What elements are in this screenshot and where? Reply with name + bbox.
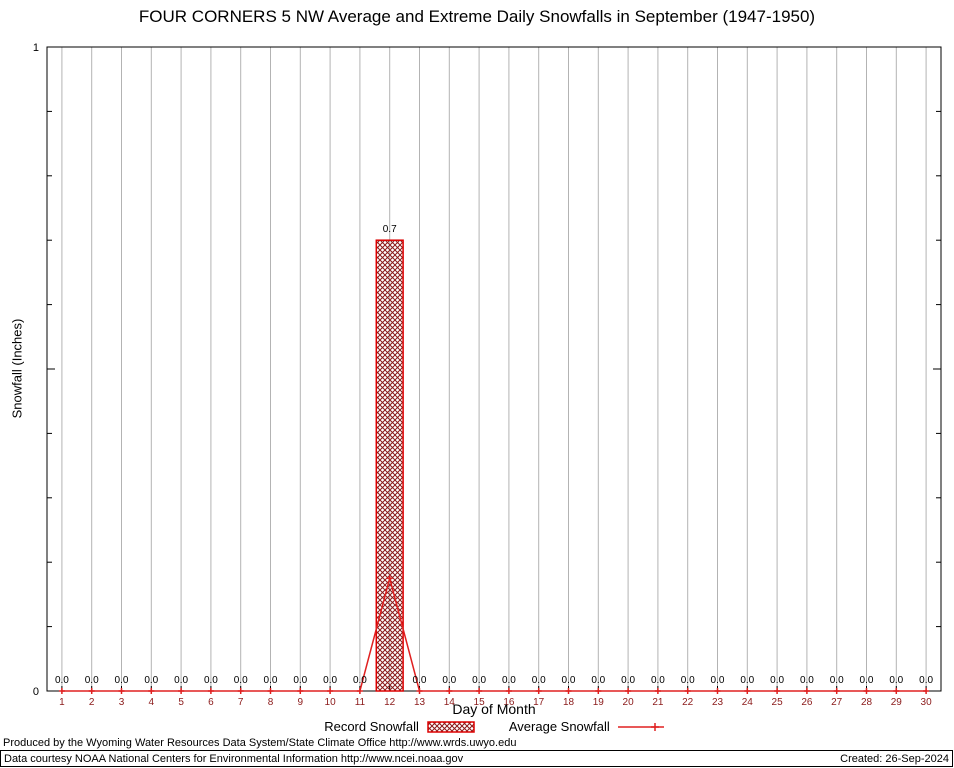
x-tick-label: 8 — [268, 697, 274, 708]
x-tick-label: 5 — [178, 697, 184, 708]
bar-value-label: 0.0 — [413, 675, 427, 686]
x-tick-label: 22 — [682, 697, 694, 708]
footer-created: Created: 26-Sep-2024 — [840, 752, 949, 765]
x-tick-label: 12 — [384, 697, 396, 708]
bar-value-label: 0.0 — [323, 675, 337, 686]
chart-title: FOUR CORNERS 5 NW Average and Extreme Da… — [138, 7, 816, 26]
x-tick-label: 16 — [503, 697, 515, 708]
x-tick-label: 25 — [772, 697, 784, 708]
x-tick-label: 6 — [208, 697, 214, 708]
plot-area: 0 1 0.0 0.0 0.0 0.0 0.0 0.0 0.0 0.0 0.0 0.0 0.0 0.7 0.… — [33, 42, 942, 708]
x-tick-label: 7 — [238, 697, 244, 708]
x-tick-label: 27 — [831, 697, 843, 708]
bar-value-label: 0.0 — [591, 675, 605, 686]
x-tick-label: 2 — [89, 697, 95, 708]
bar-value-label: 0.0 — [174, 675, 188, 686]
bar-value-label: 0.0 — [562, 675, 576, 686]
legend-record-label: Record Snowfall — [324, 719, 419, 734]
bar-value-label: 0.0 — [621, 675, 635, 686]
record-swatch-rect — [427, 720, 475, 733]
x-tick-label: 14 — [444, 697, 456, 708]
bar-value-label: 0.0 — [889, 675, 903, 686]
bar-value-label: 0.0 — [860, 675, 874, 686]
bar-value-label: 0.0 — [55, 675, 69, 686]
bar-value-label: 0.0 — [204, 675, 218, 686]
footer-box: Data courtesy NOAA National Centers for … — [0, 750, 953, 767]
average-snowfall-sample — [617, 722, 664, 731]
x-tick-label: 10 — [325, 697, 337, 708]
bar-value-label: 0.0 — [442, 675, 456, 686]
bar-value-label: 0.0 — [770, 675, 784, 686]
bar-value-label: 0.0 — [651, 675, 665, 686]
y-tick-label: 0 — [33, 686, 39, 698]
x-tick-label: 4 — [149, 697, 155, 708]
x-tick-label: 1 — [59, 697, 65, 708]
bar-value-label: 0.0 — [353, 675, 367, 686]
bar-value-label: 0.0 — [919, 675, 933, 686]
bar-value-label: 0.0 — [472, 675, 486, 686]
bar-value-label: 0.7 — [383, 224, 397, 235]
record-snowfall-swatch — [427, 720, 475, 733]
bar-value-label: 0.0 — [293, 675, 307, 686]
bar-value-label: 0.0 — [711, 675, 725, 686]
bar-value-label: 0.0 — [115, 675, 129, 686]
x-tick-label: 30 — [921, 697, 933, 708]
bar-value-label: 0.0 — [740, 675, 754, 686]
legend: Record Snowfall Average Snowfall — [47, 719, 941, 734]
x-tick-label: 15 — [474, 697, 486, 708]
x-tick-label: 19 — [593, 697, 605, 708]
gridlines — [61, 47, 927, 691]
bar-value-label: 0.0 — [85, 675, 99, 686]
x-axis-label: Day of Month — [452, 701, 536, 717]
record-snowfall-bar — [375, 239, 404, 692]
legend-average-label: Average Snowfall — [508, 719, 610, 734]
bar-value-label: 0.0 — [234, 675, 248, 686]
bar-value-label: 0.0 — [264, 675, 278, 686]
x-tick-label: 29 — [891, 697, 903, 708]
bar-value-label: 0.0 — [502, 675, 516, 686]
bar-value-label: 0.0 — [681, 675, 695, 686]
x-tick-label: 9 — [298, 697, 304, 708]
x-tick-label: 17 — [533, 697, 545, 708]
average-snowfall-line — [61, 575, 927, 692]
bar-value-label: 0.0 — [800, 675, 814, 686]
x-tick-label: 11 — [355, 697, 366, 708]
footer-data-courtesy: Data courtesy NOAA National Centers for … — [4, 752, 464, 765]
x-tick-label: 20 — [623, 697, 635, 708]
x-tick-label: 13 — [414, 697, 426, 708]
x-tick-label: 24 — [742, 697, 754, 708]
bar-value-label: 0.0 — [532, 675, 546, 686]
x-tick-label: 28 — [861, 697, 873, 708]
footer-produced: Produced by the Wyoming Water Resources … — [3, 737, 517, 749]
bar-value-label: 0.0 — [830, 675, 844, 686]
average-snowfall-markers — [58, 575, 930, 694]
x-tick-label: 3 — [119, 697, 125, 708]
x-tick-label: 18 — [563, 697, 575, 708]
x-tick-label: 26 — [801, 697, 813, 708]
y-tick-label: 1 — [33, 42, 39, 54]
x-tick-label: 21 — [652, 697, 664, 708]
x-tick-label: 23 — [712, 697, 724, 708]
bar-value-label: 0.0 — [144, 675, 158, 686]
